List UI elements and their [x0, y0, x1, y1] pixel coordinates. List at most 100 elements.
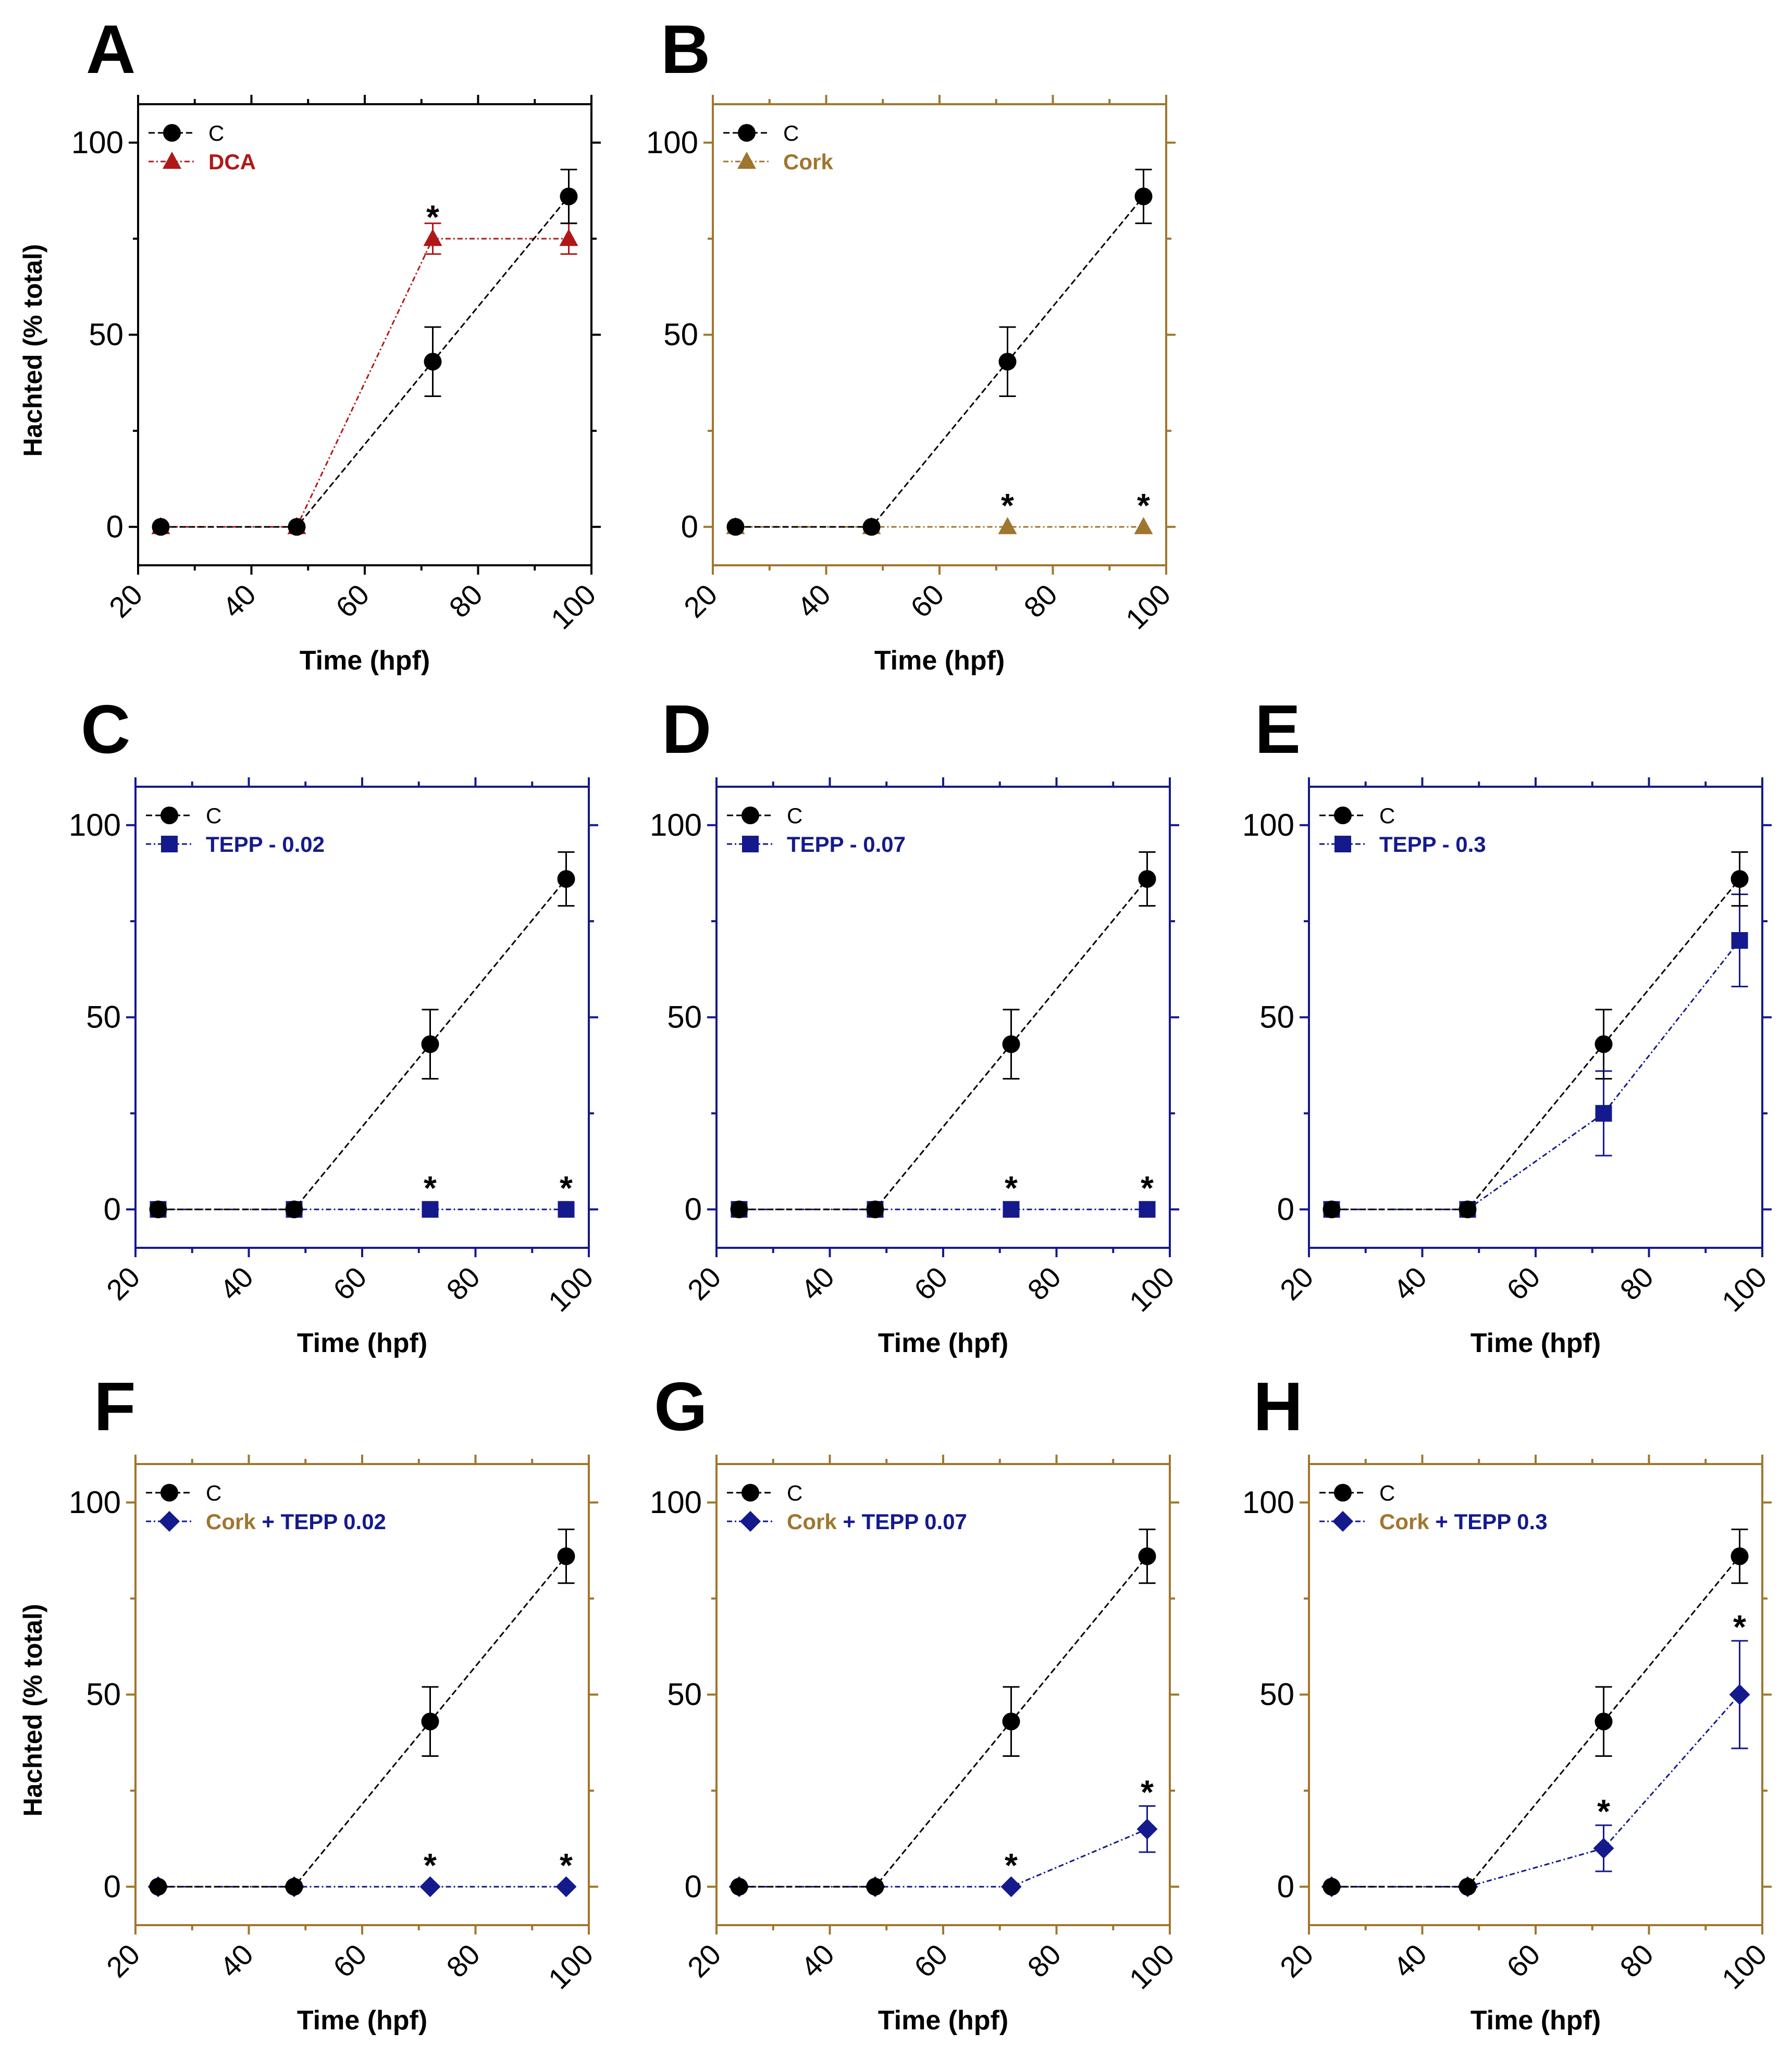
x-tick-label: 80: [442, 578, 489, 624]
x-tick-label: 60: [908, 1260, 954, 1307]
panel-d: D 20 40 60 80 100 0 50 100 Time (hpf) * * C TEPP - 0.…: [650, 691, 1181, 1358]
x-axis-label: Time (hpf): [297, 2005, 427, 2036]
legend-label-part: TEPP - 0.02: [206, 832, 325, 857]
data-point: [557, 870, 575, 888]
data-point: [1731, 870, 1749, 888]
significance-asterisk: *: [560, 1846, 573, 1884]
significance-asterisk: *: [1141, 1169, 1154, 1207]
legend-label-part: + TEPP 0.3: [1429, 1509, 1548, 1534]
series-line: [1331, 940, 1740, 1210]
legend-label-part: C: [1379, 1481, 1395, 1505]
x-tick-label: 20: [1274, 1938, 1320, 1984]
legend-label: C: [1379, 803, 1395, 828]
significance-asterisk: *: [1141, 1774, 1154, 1811]
legend-label: Cork + TEPP 0.3: [1379, 1509, 1548, 1534]
x-axis-label: Time (hpf): [1470, 1328, 1601, 1358]
legend-label: TEPP - 0.3: [1379, 832, 1486, 857]
x-tick-label: 60: [327, 1260, 373, 1307]
x-tick-label: 100: [545, 578, 602, 636]
series-control: [1323, 851, 1749, 1219]
series-control: [1323, 1528, 1749, 1896]
legend: C Cork + TEPP 0.07: [727, 1481, 967, 1534]
significance-asterisk: *: [560, 1169, 573, 1207]
legend: C TEPP - 0.07: [727, 803, 906, 857]
legend-marker: [163, 124, 181, 142]
legend: C Cork + TEPP 0.3: [1319, 1481, 1548, 1534]
y-tick-label: 50: [667, 1000, 702, 1035]
x-tick-label: 80: [440, 1260, 486, 1307]
data-point: [149, 1878, 167, 1896]
data-point: [1593, 1838, 1614, 1859]
significance-asterisk: *: [424, 1846, 437, 1884]
legend-label: DCA: [208, 150, 256, 174]
series-line: [160, 196, 570, 528]
series-line: [1331, 1556, 1740, 1888]
legend-label-part: + TEPP 0.07: [837, 1509, 967, 1534]
data-point: [288, 518, 306, 536]
y-tick-label: 0: [685, 1192, 702, 1226]
legend: C TEPP - 0.3: [1319, 803, 1486, 857]
x-tick-label: 20: [681, 1938, 727, 1984]
legend-label: C: [787, 1481, 802, 1505]
legend-label: TEPP - 0.07: [787, 832, 906, 857]
legend-label-part: TEPP - 0.07: [787, 832, 906, 857]
x-tick-label: 40: [1387, 1260, 1433, 1307]
panel-b: B 20 40 60 80 100 0 50 100 Time (hpf) * * C Cork: [646, 11, 1177, 676]
legend-marker: [738, 124, 756, 142]
legend-label: C: [206, 1481, 221, 1505]
panel-letter: B: [661, 11, 710, 88]
series-control: [726, 168, 1153, 536]
data-point: [998, 517, 1017, 535]
series-control: [149, 851, 575, 1219]
y-tick-label: 50: [1259, 1677, 1294, 1712]
x-tick-label: 40: [213, 1938, 259, 1984]
panel-letter: C: [81, 691, 130, 767]
legend-marker: [741, 807, 759, 824]
series-control: [730, 1528, 1156, 1896]
legend-label-part: Cork: [206, 1509, 256, 1534]
series-treatment: [150, 1201, 575, 1218]
series-line: [1331, 1694, 1740, 1888]
y-tick-label: 100: [1242, 808, 1294, 842]
series-control: [730, 851, 1156, 1219]
x-tick-label: 100: [542, 1938, 600, 1995]
series-line: [160, 238, 569, 528]
legend-label: C: [208, 121, 224, 145]
plot-frame: [715, 786, 1171, 1249]
panel-h: H 20 40 60 80 100 0 50 100 Time (hpf) * * C Cork + TE…: [1242, 1368, 1773, 2036]
legend-label-part: Cork: [787, 1509, 837, 1534]
legend-marker: [160, 1484, 178, 1502]
data-point: [419, 1876, 441, 1898]
legend-marker: [159, 1511, 180, 1532]
data-point: [1138, 1547, 1156, 1565]
y-tick-label: 50: [1259, 1000, 1294, 1035]
x-tick-label: 20: [681, 1260, 727, 1307]
y-tick-label: 50: [86, 1000, 121, 1035]
series-line: [739, 878, 1148, 1210]
data-point: [1002, 1713, 1020, 1731]
plot-frame: [137, 103, 592, 566]
data-point: [1134, 188, 1153, 205]
legend-label: C: [1379, 1481, 1395, 1505]
y-tick-label: 0: [104, 1192, 121, 1226]
significance-asterisk: *: [1005, 1169, 1018, 1207]
legend: C Cork: [723, 121, 833, 174]
data-point: [424, 353, 442, 371]
series-line: [158, 878, 567, 1210]
data-point: [1459, 1200, 1477, 1219]
data-point: [1595, 1713, 1613, 1731]
panel-letter: F: [94, 1368, 136, 1445]
x-axis-label: Time (hpf): [878, 1328, 1008, 1358]
legend-label: TEPP - 0.02: [206, 832, 325, 857]
legend-label: C: [783, 121, 799, 145]
series-line: [158, 1556, 567, 1888]
series-treatment: [731, 1201, 1156, 1218]
x-tick-label: 100: [1715, 1938, 1773, 1995]
significance-asterisk: *: [424, 1169, 437, 1207]
legend-marker: [161, 836, 178, 852]
legend-label-part: DCA: [208, 150, 256, 174]
x-tick-label: 100: [1119, 578, 1177, 636]
x-tick-label: 80: [1021, 1938, 1067, 1984]
panel-letter: H: [1253, 1368, 1303, 1445]
